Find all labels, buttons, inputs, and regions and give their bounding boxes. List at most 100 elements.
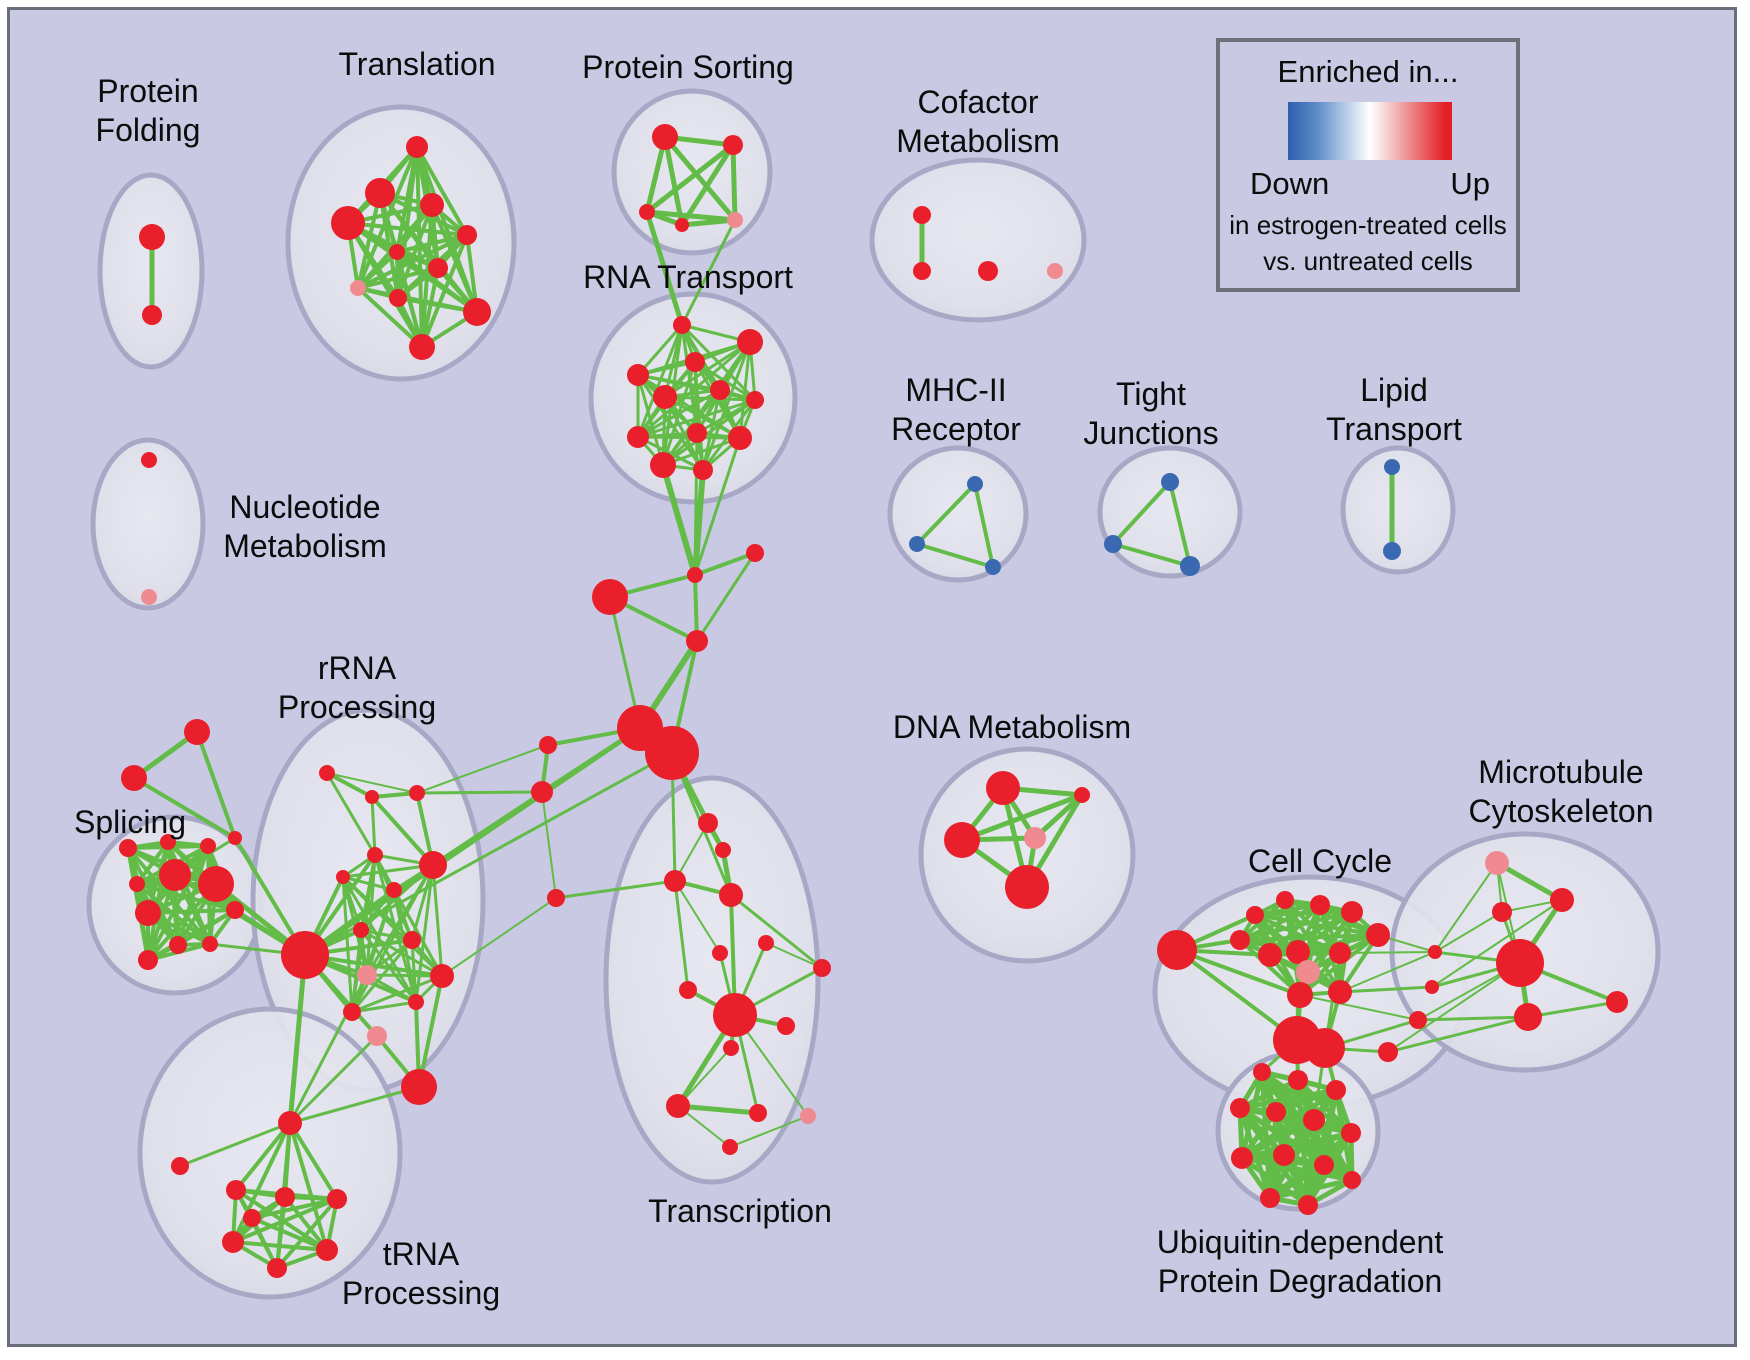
- edge: [283, 1195, 329, 1252]
- node-28: [650, 452, 676, 478]
- edge: [636, 398, 757, 439]
- node-42: [1384, 459, 1400, 475]
- node-74: [281, 931, 329, 979]
- node-121: [1329, 942, 1351, 964]
- node-123: [1287, 982, 1313, 1008]
- node-29: [693, 460, 713, 480]
- edge: [288, 1121, 329, 1252]
- edge: [1239, 1155, 1355, 1183]
- edge: [730, 142, 738, 223]
- node-132: [1550, 888, 1574, 912]
- edge: [1386, 1015, 1530, 1054]
- node-148: [1298, 1195, 1318, 1215]
- node-78: [357, 965, 377, 985]
- edge: [661, 436, 742, 467]
- node-70: [367, 847, 383, 863]
- node-94: [664, 870, 686, 892]
- edge: [370, 795, 435, 867]
- node-64: [129, 876, 145, 892]
- legend-scale-labels: Down Up: [1250, 166, 1490, 202]
- node-46: [746, 544, 764, 562]
- node-39: [1161, 473, 1179, 491]
- node-36: [967, 476, 983, 492]
- cluster-ellipse-nucleotide-metabolism: [90, 437, 206, 611]
- node-32: [978, 261, 998, 281]
- node-111: [1005, 865, 1049, 909]
- edge: [729, 893, 824, 970]
- edge: [250, 1197, 339, 1220]
- edge: [1175, 948, 1302, 997]
- nodes-layer: [119, 124, 1628, 1278]
- node-24: [746, 391, 764, 409]
- node-34: [141, 452, 157, 468]
- edge: [370, 795, 377, 857]
- edge: [973, 482, 995, 569]
- edge: [195, 730, 237, 840]
- node-142: [1303, 1109, 1325, 1131]
- node-60: [160, 834, 176, 850]
- node-134: [1496, 939, 1544, 987]
- cluster-label-ubiquitin-degradation: Protein Degradation: [1158, 1263, 1443, 1299]
- edge: [250, 1216, 329, 1252]
- edge: [420, 233, 469, 349]
- node-83: [278, 1111, 302, 1135]
- node-107: [986, 771, 1020, 805]
- node-127: [1428, 945, 1442, 959]
- edge: [288, 1034, 379, 1125]
- node-120: [1286, 940, 1310, 964]
- edge: [1168, 480, 1192, 568]
- cluster-label-nucleotide-metabolism: Metabolism: [223, 528, 387, 564]
- edge: [288, 1085, 421, 1125]
- node-105: [722, 1139, 738, 1155]
- node-66: [138, 950, 158, 970]
- node-135: [1514, 1003, 1542, 1031]
- node-8: [428, 258, 448, 278]
- edge: [1339, 951, 1436, 954]
- cluster-label-tight-junctions: Junctions: [1083, 415, 1218, 451]
- cluster-ellipse-cofactor-metabolism: [869, 157, 1087, 323]
- node-143: [1341, 1123, 1361, 1143]
- node-25: [627, 426, 649, 448]
- edge: [176, 844, 210, 947]
- edge: [915, 542, 995, 569]
- node-68: [365, 790, 379, 804]
- cluster-label-ubiquitin-degradation: Ubiquitin-dependent: [1157, 1224, 1444, 1260]
- edge: [420, 266, 440, 349]
- edge: [1239, 1117, 1317, 1161]
- edge: [146, 844, 210, 962]
- node-114: [1276, 891, 1294, 909]
- node-1: [142, 305, 162, 325]
- node-100: [777, 1017, 795, 1035]
- node-147: [1260, 1188, 1280, 1208]
- node-104: [800, 1108, 816, 1124]
- node-72: [386, 882, 402, 898]
- cluster-label-transcription: Transcription: [648, 1193, 832, 1229]
- node-86: [275, 1187, 295, 1207]
- edge: [131, 729, 200, 781]
- edge: [341, 875, 396, 892]
- node-117: [1366, 923, 1390, 947]
- cluster-label-rna-transport: RNA Transport: [583, 259, 793, 295]
- node-11: [463, 298, 491, 326]
- node-55: [228, 831, 242, 845]
- edge: [1111, 480, 1172, 546]
- node-96: [712, 945, 728, 961]
- node-13: [652, 124, 678, 150]
- edge: [636, 323, 684, 377]
- edge: [234, 1121, 292, 1192]
- cluster-label-dna-metabolism: DNA Metabolism: [893, 709, 1131, 745]
- edge: [636, 388, 722, 439]
- node-43: [1383, 542, 1401, 560]
- edge: [288, 1121, 339, 1201]
- edge: [675, 1103, 761, 1116]
- edge: [660, 462, 698, 578]
- edge: [662, 134, 685, 228]
- edge: [356, 266, 440, 290]
- node-79: [408, 994, 424, 1010]
- cluster-label-translation: Translation: [338, 46, 495, 82]
- cluster-ellipse-translation: [285, 104, 517, 382]
- node-54: [121, 765, 147, 791]
- edge: [392, 888, 444, 978]
- edge: [765, 942, 823, 969]
